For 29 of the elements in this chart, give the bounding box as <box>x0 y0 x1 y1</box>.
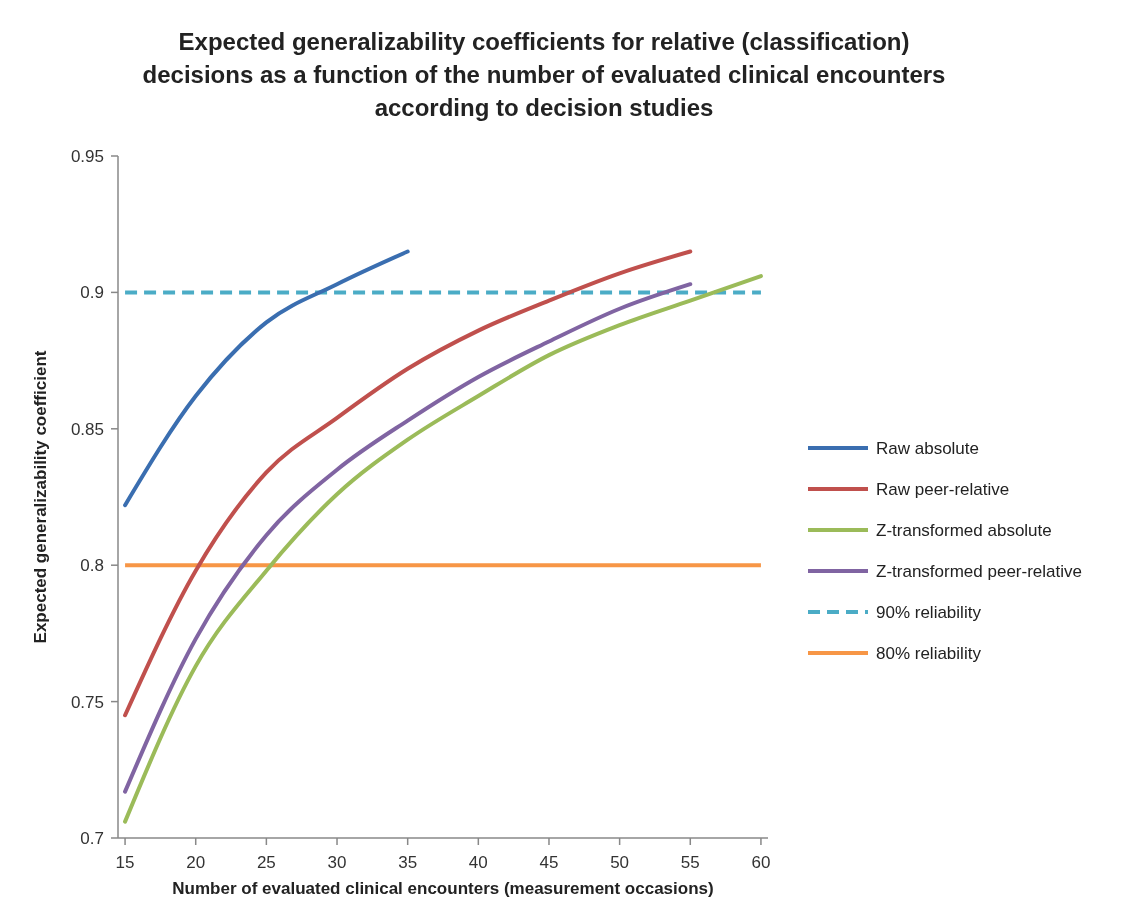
x-tick-label: 50 <box>610 853 630 872</box>
legend-label: Raw absolute <box>876 438 980 458</box>
y-tick-label: 0.95 <box>70 146 104 166</box>
y-axis-title: Expected generalizability coefficient <box>31 350 50 644</box>
x-tick-label: 30 <box>327 853 347 872</box>
legend-label: Z-transformed absolute <box>876 520 1052 540</box>
x-tick-label: 40 <box>468 853 488 872</box>
y-tick-label: 0.8 <box>80 556 104 576</box>
legend-label: 90% reliability <box>876 602 982 622</box>
x-tick-label: 25 <box>256 853 276 872</box>
x-tick-label: 35 <box>398 853 418 872</box>
x-tick-label: 45 <box>539 853 559 872</box>
y-tick-label: 0.7 <box>80 828 104 848</box>
y-tick-label: 0.75 <box>70 692 104 712</box>
line-series <box>123 249 693 718</box>
x-tick-label: 20 <box>186 853 206 872</box>
x-tick-label: 15 <box>115 853 135 872</box>
x-axis-title: Number of evaluated clinical encounters (measurement occasions) <box>172 879 714 898</box>
legend-label: Raw peer-relative <box>876 479 1010 499</box>
x-tick-label: 55 <box>680 853 700 872</box>
legend-label: 80% reliability <box>876 643 982 663</box>
line-series <box>123 249 410 508</box>
y-tick-label: 0.85 <box>70 419 104 439</box>
y-tick-label: 0.9 <box>80 283 104 303</box>
x-tick-label: 60 <box>751 853 771 872</box>
chart-title: Expected generalizability coefficients for relative (classification) decisions as a function of the number of evaluated clinical encounters according to decision studies <box>142 28 946 121</box>
legend-label: Z-transformed peer-relative <box>876 561 1082 581</box>
line-series <box>123 274 763 824</box>
line-series <box>123 282 693 794</box>
